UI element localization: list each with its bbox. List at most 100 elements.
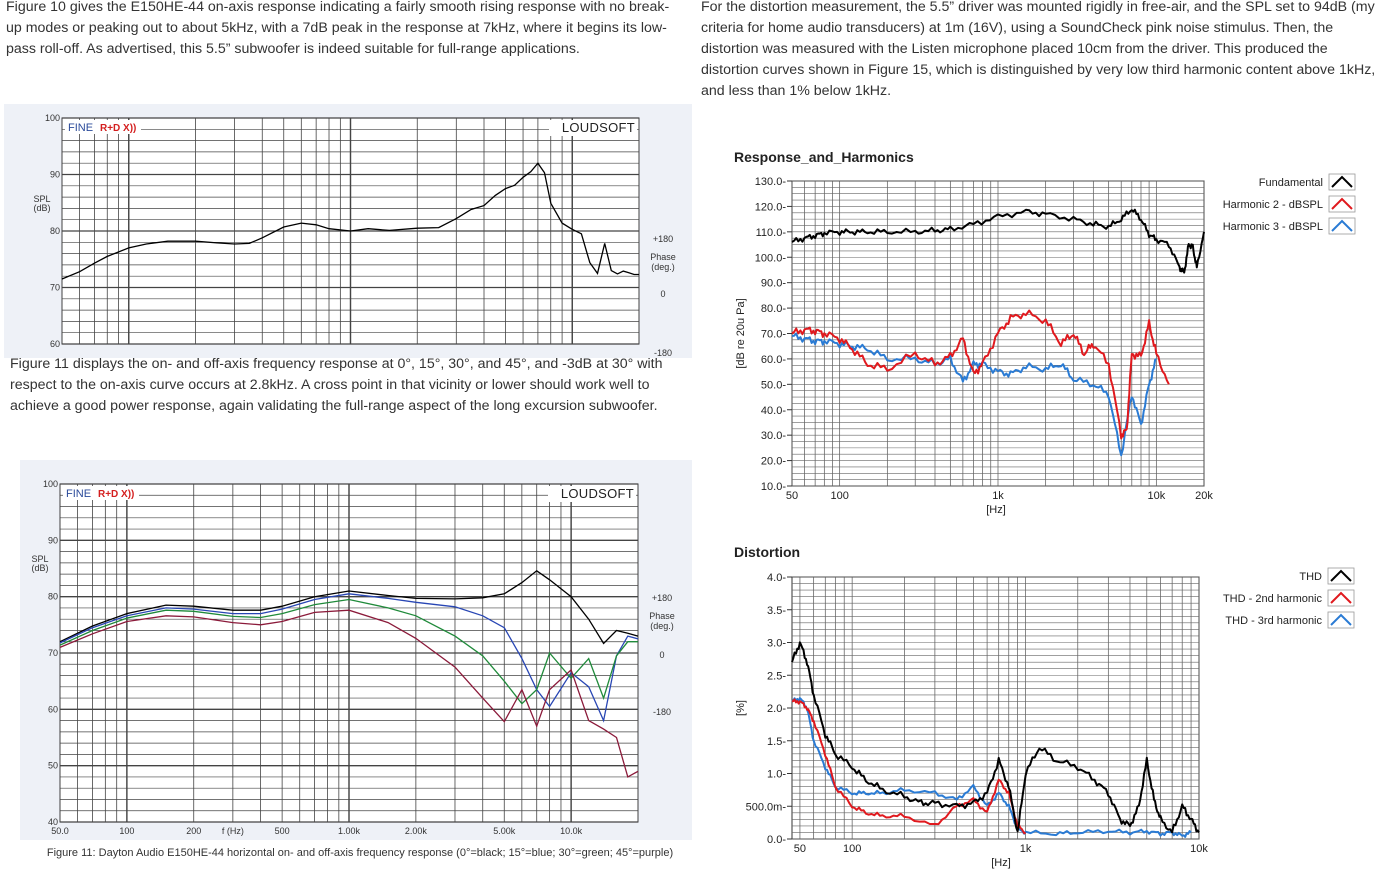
- y-tick-label: 3.0-: [767, 638, 786, 650]
- chart-title: Distortion: [734, 544, 800, 560]
- series-line: [59, 609, 639, 778]
- legend-label: Harmonic 3 - dBSPL: [1223, 221, 1323, 233]
- series-line: [791, 697, 1192, 838]
- y-tick-label: 30.0-: [761, 430, 786, 442]
- response-harmonics-chart: Response_and_Harmonics 130.0- 120.0- 110.0-…: [734, 149, 1356, 516]
- legend-label: THD - 2nd harmonic: [1223, 593, 1323, 605]
- y-tick-label: 60: [50, 339, 60, 349]
- x-tick-label: 10k: [1190, 843, 1208, 855]
- y-tick-label: 70: [50, 283, 60, 293]
- x-tick-label: 500: [275, 826, 290, 836]
- paragraph-distortion: For the distortion measurement, the 5.5”…: [701, 0, 1376, 99]
- x-tick-label: 50: [786, 490, 798, 502]
- x-tick-label: 1k: [1020, 843, 1032, 855]
- y-tick-label: 60: [48, 704, 58, 714]
- y-axis-label: (dB): [33, 203, 50, 213]
- y-tick-label: 120.0-: [755, 201, 787, 213]
- figure-11-caption: Figure 11: Dayton Audio E150HE-44 horizo…: [46, 847, 674, 859]
- y-tick-label: 40: [48, 817, 58, 827]
- logo-background: [549, 120, 637, 136]
- x-tick-label: 10.0k: [560, 826, 583, 836]
- y-tick-label: 130.0-: [755, 176, 787, 188]
- y-axis-label: [dB re 20u Pa]: [735, 298, 747, 368]
- legend-swatch-box: [1328, 217, 1356, 235]
- series-line: [791, 208, 1205, 274]
- distortion-chart: Distortion 4.0- 3.5- 3.0- 2.5- 2.0- 1.5- 1.0- 50…: [734, 544, 1355, 869]
- y-tick-label: 80: [48, 592, 58, 602]
- legend-swatch-box: [1327, 611, 1355, 629]
- x-axis-label: [Hz]: [991, 857, 1011, 869]
- chart-title: Response_and_Harmonics: [734, 149, 914, 165]
- x-tick-label: 200: [186, 826, 201, 836]
- x-tick-label: 2.00k: [405, 826, 428, 836]
- y-tick-label: 4.0-: [767, 572, 786, 584]
- series-line: [59, 569, 639, 645]
- phase-axis-label: (deg.): [651, 262, 675, 272]
- x-axis-label: [Hz]: [986, 504, 1006, 516]
- series-line: [59, 598, 638, 705]
- y-tick-label: 70.0-: [761, 329, 786, 341]
- y-axis-label: (dB): [31, 563, 48, 573]
- y-tick-label: 500.0m-: [746, 801, 787, 813]
- phase-tick-label: -180: [654, 348, 672, 358]
- legend-label: Harmonic 2 - dBSPL: [1223, 199, 1323, 211]
- x-tick-label: 100: [843, 843, 861, 855]
- phase-axis-label: Phase: [649, 611, 675, 621]
- fine-logo: FINE: [68, 122, 93, 134]
- logo-background: [63, 486, 139, 500]
- legend-swatch: [1331, 219, 1353, 232]
- x-tick-label: 1.00k: [338, 826, 361, 836]
- y-tick-label: 2.0-: [767, 703, 786, 715]
- x-axis-label: f (Hz): [222, 826, 244, 836]
- legend-swatch: [1330, 591, 1352, 604]
- y-tick-label: 60.0-: [761, 354, 786, 366]
- y-axis-label: SPL: [31, 554, 48, 564]
- series-line: [791, 641, 1200, 834]
- x-tick-label: 50: [794, 843, 806, 855]
- phase-tick-label: +180: [652, 593, 672, 603]
- phase-axis-label: Phase: [650, 252, 676, 262]
- y-tick-label: 70: [48, 648, 58, 658]
- y-tick-label: 100: [43, 479, 58, 489]
- y-tick-label: 1.5-: [767, 736, 786, 748]
- x-tick-label: 50.0: [51, 826, 69, 836]
- logo-background: [548, 486, 636, 502]
- legend-swatch-box: [1327, 589, 1355, 607]
- phase-tick-label: +180: [653, 234, 673, 244]
- y-tick-label: 3.5-: [767, 605, 786, 617]
- y-tick-label: 2.5-: [767, 670, 786, 682]
- paragraph-figure-10: Figure 10 gives the E150HE-44 on-axis re…: [6, 0, 670, 57]
- y-tick-label: 50: [48, 761, 58, 771]
- logo-background: [65, 120, 141, 134]
- y-tick-label: 100: [45, 113, 60, 123]
- y-axis-label: SPL: [33, 194, 50, 204]
- phase-tick-label: -180: [653, 707, 671, 717]
- figure-11-chart: 100 90 80 70 60 50 40 SPL(dB) +180 0 -180 Phase(deg…: [20, 460, 692, 840]
- series-line: [791, 698, 1027, 835]
- y-tick-label: 80.0-: [761, 303, 786, 315]
- x-tick-label: 1k: [992, 490, 1004, 502]
- y-tick-label: 20.0-: [761, 456, 786, 468]
- x-tick-label: 20k: [1195, 490, 1213, 502]
- phase-tick-label: 0: [660, 289, 665, 299]
- legend-swatch: [1331, 175, 1353, 188]
- rdx-logo: R+D X)): [100, 123, 136, 134]
- legend-label: THD: [1299, 571, 1322, 583]
- y-tick-label: 80: [50, 226, 60, 236]
- paragraph-figure-11: Figure 11 displays the on- and off-axis …: [10, 356, 663, 414]
- legend-swatch-box: [1328, 195, 1356, 213]
- y-tick-label: 110.0-: [756, 227, 787, 239]
- y-tick-label: 0.0-: [767, 834, 786, 846]
- x-tick-label: 10k: [1147, 490, 1165, 502]
- series-line: [61, 162, 639, 280]
- y-tick-label: 90: [48, 535, 58, 545]
- y-tick-label: 1.0-: [767, 769, 786, 781]
- legend-swatch: [1330, 613, 1352, 626]
- x-tick-label: 5.00k: [493, 826, 516, 836]
- legend-swatch-box: [1328, 173, 1356, 191]
- x-tick-label: 100: [830, 490, 848, 502]
- x-tick-label: 100: [119, 826, 134, 836]
- rdx-logo: R+D X)): [98, 489, 134, 500]
- series-line: [59, 593, 639, 723]
- y-axis-label: [%]: [735, 700, 747, 716]
